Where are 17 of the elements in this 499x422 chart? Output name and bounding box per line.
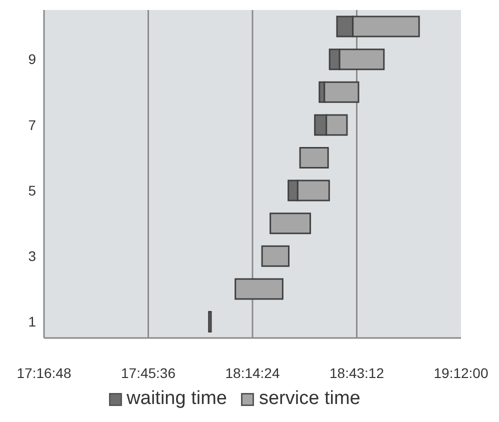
x-tick-label: 18:14:24: [225, 364, 280, 381]
bar: [208, 311, 212, 333]
bar: [299, 147, 329, 169]
bar: [261, 245, 290, 267]
y-tick-label: 3: [28, 248, 36, 264]
bar: [234, 278, 284, 300]
x-tick-label: 18:43:12: [330, 364, 384, 381]
x-tick-label: 17:45:36: [121, 364, 176, 381]
y-tick-label: 7: [28, 116, 36, 133]
legend-label: waiting time: [126, 388, 227, 410]
x-tick-label: 17:16:48: [16, 364, 72, 381]
x-tick-label: 19:12:00: [434, 364, 488, 381]
bar: [270, 212, 312, 234]
legend-label: service time: [258, 388, 360, 410]
y-tick-label: 1: [28, 314, 36, 330]
y-tick-label: 9: [28, 51, 36, 68]
y-tick-label: 5: [28, 182, 36, 198]
